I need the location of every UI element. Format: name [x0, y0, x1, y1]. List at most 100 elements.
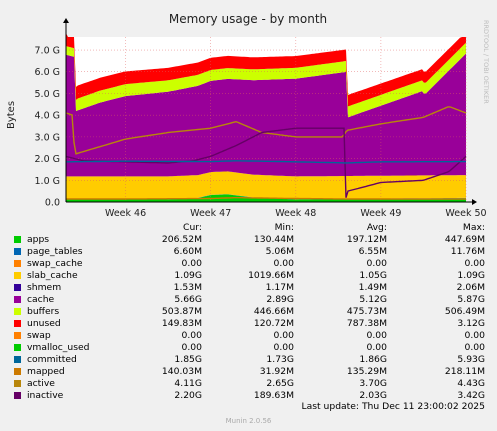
legend-name: active — [27, 378, 55, 389]
x-tick-label: Week 46 — [105, 208, 146, 219]
legend-cur: 0.00 — [181, 258, 202, 269]
legend-min: 0.00 — [273, 330, 294, 341]
legend-max: 0.00 — [464, 342, 485, 353]
y-tick-label: 2.0 G — [35, 154, 61, 165]
legend-header-max: Max: — [462, 222, 485, 233]
legend-row-committed: committed 1.85G 1.73G 1.86G 5.93G — [0, 354, 497, 366]
legend-swatch — [14, 392, 21, 399]
legend-avg: 197.12M — [346, 234, 387, 245]
legend-min: 0.00 — [273, 342, 294, 353]
legend-row-shmem: shmem 1.53M 1.17M 1.49M 2.06M — [0, 282, 497, 294]
x-tick-label: Week 50 — [445, 208, 486, 219]
legend-name: swap — [27, 330, 51, 341]
line-inactive — [65, 127, 467, 198]
legend-name: committed — [27, 354, 77, 365]
legend-swatch — [14, 380, 21, 387]
legend-min: 189.63M — [253, 390, 294, 401]
legend-min: 2.65G — [266, 378, 294, 389]
last-update: Last update: Thu Dec 11 23:00:02 2025 — [301, 401, 486, 412]
legend-max: 3.12G — [457, 318, 485, 329]
legend-row-inactive: inactive 2.20G 189.63M 2.03G 3.42G — [0, 390, 497, 402]
rrdtool-side-label: RRDTOOL / TOBI OETIKER — [482, 20, 490, 104]
x-tick-label: Week 49 — [360, 208, 401, 219]
legend-cur: 1.09G — [174, 270, 202, 281]
legend-min: 31.92M — [259, 366, 294, 377]
legend-swatch — [14, 356, 21, 363]
legend-swatch — [14, 308, 21, 315]
x-axis-arrow — [472, 199, 477, 205]
legend-name: page_tables — [27, 246, 83, 257]
legend-avg: 1.86G — [359, 354, 387, 365]
legend-cur: 503.87M — [161, 306, 202, 317]
legend-swatch — [14, 368, 21, 375]
legend-min: 1.73G — [266, 354, 294, 365]
legend-header-cur: Cur: — [183, 222, 202, 233]
legend-min: 120.72M — [253, 318, 294, 329]
legend-max: 447.69M — [444, 234, 485, 245]
legend-avg: 3.70G — [359, 378, 387, 389]
legend-cur: 0.00 — [181, 330, 202, 341]
legend-avg: 6.55M — [358, 246, 387, 257]
legend-avg: 135.29M — [346, 366, 387, 377]
legend-cur: 140.03M — [161, 366, 202, 377]
legend-min: 1019.66M — [248, 270, 294, 281]
legend-avg: 5.12G — [359, 294, 387, 305]
legend-avg: 2.03G — [359, 390, 387, 401]
legend-name: slab_cache — [27, 270, 78, 281]
legend-header-avg: Avg: — [366, 222, 387, 233]
legend-name: vmalloc_used — [27, 342, 90, 353]
legend-min: 0.00 — [273, 258, 294, 269]
legend-cur: 206.52M — [161, 234, 202, 245]
line-mapped — [66, 196, 466, 200]
line-committed — [66, 160, 466, 164]
legend-cur: 5.66G — [174, 294, 202, 305]
y-tick-label: 4.0 G — [35, 111, 61, 122]
legend-max: 0.00 — [464, 330, 485, 341]
legend-max: 0.00 — [464, 258, 485, 269]
legend-row-vmalloc_used: vmalloc_used 0.00 0.00 0.00 0.00 — [0, 342, 497, 354]
line-active — [65, 106, 467, 155]
y-tick-label: 0.0 — [45, 198, 60, 209]
legend-max: 506.49M — [444, 306, 485, 317]
legend-header-min: Min: — [274, 222, 294, 233]
legend-name: apps — [27, 234, 50, 245]
legend-row-apps: apps 206.52M 130.44M 197.12M 447.69M — [0, 234, 497, 246]
legend-row-cache: cache 5.66G 2.89G 5.12G 5.87G — [0, 294, 497, 306]
legend-cur: 0.00 — [181, 342, 202, 353]
legend-min: 2.89G — [266, 294, 294, 305]
legend-row-active: active 4.11G 2.65G 3.70G 4.43G — [0, 378, 497, 390]
legend-avg: 0.00 — [366, 258, 387, 269]
legend-swatch — [14, 248, 21, 255]
y-tick-label: 6.0 G — [35, 67, 61, 78]
legend-cur: 4.11G — [174, 378, 202, 389]
legend-swatch — [14, 344, 21, 351]
legend-avg: 475.73M — [346, 306, 387, 317]
y-tick-label: 7.0 G — [35, 46, 61, 57]
legend-name: shmem — [27, 282, 62, 293]
x-tick-label: Week 47 — [190, 208, 231, 219]
legend-swatch — [14, 284, 21, 291]
legend-avg: 787.38M — [346, 318, 387, 329]
legend-min: 130.44M — [253, 234, 294, 245]
area-cache — [66, 53, 466, 177]
legend-name: mapped — [27, 366, 65, 377]
legend-row-unused: unused 149.83M 120.72M 787.38M 3.12G — [0, 318, 497, 330]
legend-min: 5.06M — [265, 246, 294, 257]
legend-name: cache — [27, 294, 55, 305]
munin-version: Munin 2.0.56 — [225, 417, 272, 425]
legend-cur: 1.53M — [173, 282, 202, 293]
legend-max: 11.76M — [450, 246, 485, 257]
legend-row-swap: swap 0.00 0.00 0.00 0.00 — [0, 330, 497, 342]
y-axis-arrow — [63, 18, 69, 23]
legend-avg: 0.00 — [366, 330, 387, 341]
legend-max: 5.87G — [457, 294, 485, 305]
legend-swatch — [14, 272, 21, 279]
area-unused — [66, 33, 466, 107]
legend-name: buffers — [27, 306, 60, 317]
legend-swatch — [14, 236, 21, 243]
legend-min: 446.66M — [253, 306, 294, 317]
legend-name: inactive — [27, 390, 64, 401]
legend-cur: 1.85G — [174, 354, 202, 365]
legend-max: 3.42G — [457, 390, 485, 401]
y-axis-label: Bytes — [6, 101, 17, 129]
